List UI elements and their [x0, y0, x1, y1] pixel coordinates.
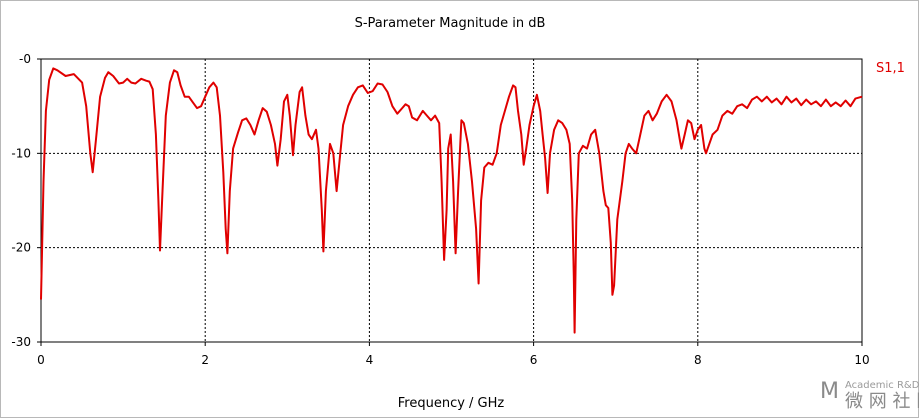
x-tick-label: 4	[366, 353, 374, 367]
y-tick-label: -20	[11, 241, 31, 255]
watermark-logo-icon: M	[820, 379, 839, 404]
y-tick-label: -0	[19, 52, 31, 66]
legend-s11: S1,1	[876, 61, 905, 76]
x-tick-label: 10	[854, 353, 869, 367]
watermark-line1: Academic R&D	[845, 380, 919, 391]
y-tick-label: -30	[11, 335, 31, 349]
y-tick-label: -10	[11, 146, 31, 160]
series-line-s11	[40, 67, 863, 334]
grid-lines	[41, 59, 862, 342]
x-tick-label: 6	[530, 353, 538, 367]
x-axis-ticks: 0 2 4 6 8 10	[37, 342, 870, 367]
chart-title: S-Parameter Magnitude in dB	[355, 16, 546, 31]
series-group	[40, 67, 863, 334]
y-axis-ticks: -0 -10 -20 -30	[11, 52, 41, 349]
x-axis-label: Frequency / GHz	[398, 396, 505, 411]
x-tick-label: 8	[694, 353, 702, 367]
plot-area	[40, 58, 863, 343]
x-tick-label: 2	[201, 353, 209, 367]
x-tick-label: 0	[37, 353, 45, 367]
watermark-line2: 微 网 社 区	[845, 391, 919, 412]
watermark: M Academic R&D 微 网 社 区	[820, 379, 919, 412]
